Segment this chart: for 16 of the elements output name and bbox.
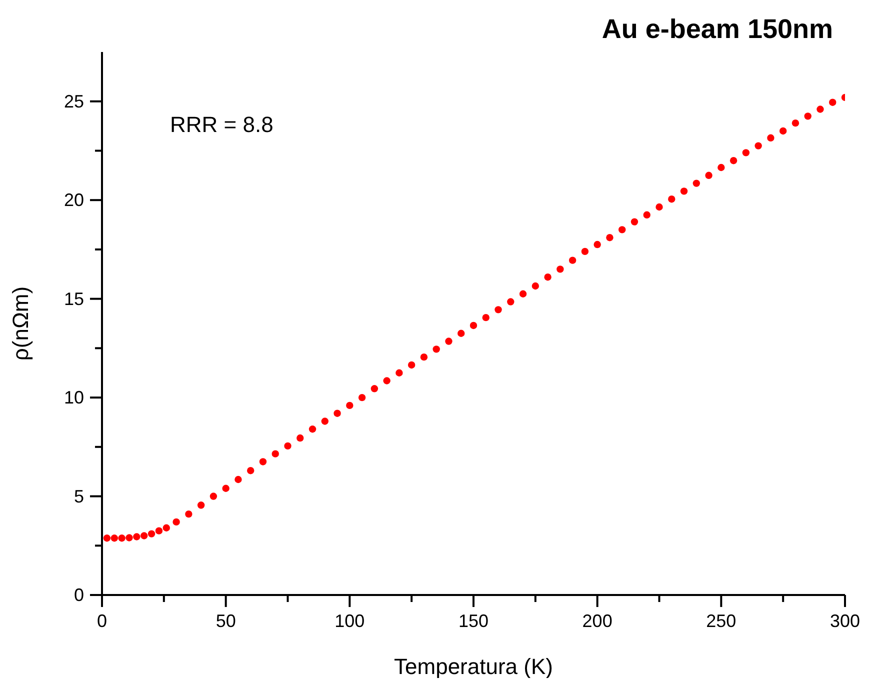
y-tick-label: 25 xyxy=(64,91,84,112)
y-tick-label: 0 xyxy=(74,585,84,605)
chart-title: Au e-beam 150nm xyxy=(602,14,833,45)
x-tick-label: 0 xyxy=(96,611,108,631)
y-tick-label: 20 xyxy=(64,190,84,210)
y-axis-title: ρ(nΩm) xyxy=(8,286,33,361)
x-tick-label: 200 xyxy=(582,611,612,631)
x-tick-label: 150 xyxy=(458,611,489,631)
y-tick-label: 10 xyxy=(64,388,84,408)
x-tick-label: 300 xyxy=(830,611,860,631)
x-tick-label: 50 xyxy=(216,611,236,631)
x-tick-label: 100 xyxy=(334,611,365,631)
y-tick-label: 5 xyxy=(74,486,84,506)
x-tick-label: 250 xyxy=(706,611,736,631)
y-tick-label: 15 xyxy=(64,288,84,309)
annotation: RRR = 8.8 xyxy=(170,112,274,138)
